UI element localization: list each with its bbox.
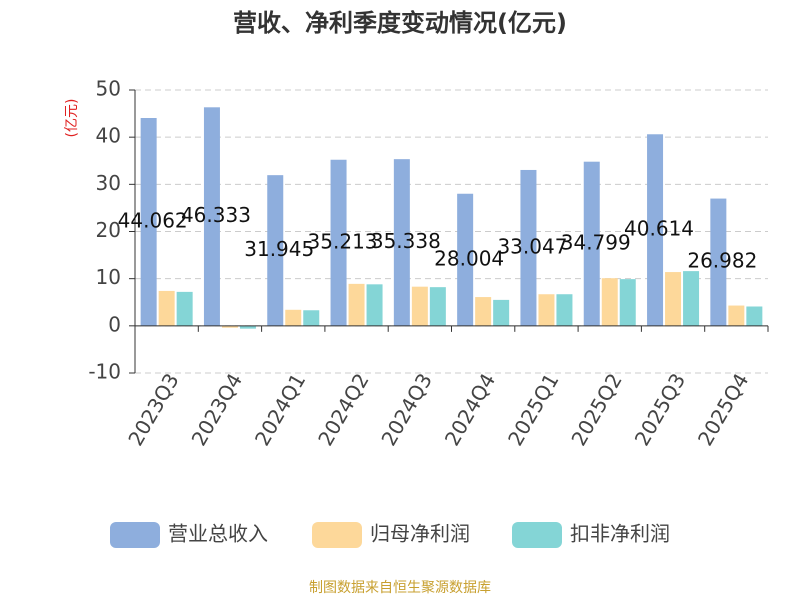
bar (176, 291, 193, 326)
chart-title: 营收、净利季度变动情况(亿元) (233, 9, 567, 37)
value-label: 35.213 (308, 229, 378, 253)
x-tick-label: 2025Q3 (630, 369, 690, 450)
x-tick-label: 2025Q1 (503, 369, 563, 450)
x-tick-label: 2025Q2 (566, 369, 626, 450)
x-tick-label: 2025Q4 (693, 369, 753, 450)
legend-label: 归母净利润 (370, 522, 470, 546)
bar (665, 272, 682, 326)
bar (348, 283, 365, 326)
y-axis-label: (亿元) (64, 99, 80, 138)
bar (221, 325, 238, 328)
bar (429, 287, 446, 326)
value-label: 28.004 (434, 246, 504, 270)
bar (393, 159, 410, 326)
legend-swatch (312, 522, 362, 548)
bar (683, 271, 700, 326)
x-tick-label: 2024Q1 (250, 369, 310, 450)
bar (457, 193, 474, 326)
y-tick-label: 0 (108, 312, 121, 336)
bar (710, 198, 727, 326)
bar (411, 286, 428, 326)
value-label: 46.333 (181, 203, 251, 227)
bar (366, 284, 383, 326)
legend-label: 营业总收入 (168, 522, 268, 546)
bar (556, 294, 573, 326)
y-tick-label: 10 (96, 265, 121, 289)
bar (520, 169, 537, 326)
legend-swatch (110, 522, 160, 548)
bar (267, 175, 284, 326)
value-label: 35.338 (371, 229, 441, 253)
bar (647, 134, 664, 326)
bar (493, 299, 510, 326)
bar (538, 294, 555, 326)
x-tick-label: 2023Q3 (123, 369, 183, 450)
bar (601, 278, 618, 326)
y-tick-label: 40 (96, 124, 121, 148)
x-tick-label: 2024Q3 (376, 369, 436, 450)
source-note: 制图数据来自恒生聚源数据库 (309, 580, 491, 596)
bar (746, 306, 763, 326)
bar (583, 161, 600, 326)
bar (285, 309, 302, 326)
bar (158, 290, 175, 326)
value-label: 31.945 (244, 237, 314, 261)
bar (330, 159, 347, 326)
value-label: 26.982 (687, 249, 757, 273)
bar (140, 118, 157, 326)
x-tick-label: 2024Q2 (313, 369, 373, 450)
y-tick-label: 30 (96, 171, 121, 195)
value-label: 40.614 (624, 217, 694, 241)
bar (728, 305, 745, 326)
bar (303, 310, 320, 326)
legend-label: 扣非净利润 (570, 522, 670, 546)
value-label: 33.047 (497, 234, 567, 258)
y-tick-label: 20 (96, 218, 121, 242)
bar (619, 279, 636, 326)
legend-swatch (512, 522, 562, 548)
y-tick-label: 50 (96, 77, 121, 101)
y-tick-label: -10 (88, 360, 121, 384)
bar (203, 107, 220, 326)
x-tick-label: 2024Q4 (440, 369, 500, 450)
x-tick-label: 2023Q4 (187, 369, 247, 450)
bar (475, 297, 492, 326)
value-label: 34.799 (561, 230, 631, 254)
value-label: 44.062 (118, 208, 188, 232)
bar (239, 325, 256, 329)
